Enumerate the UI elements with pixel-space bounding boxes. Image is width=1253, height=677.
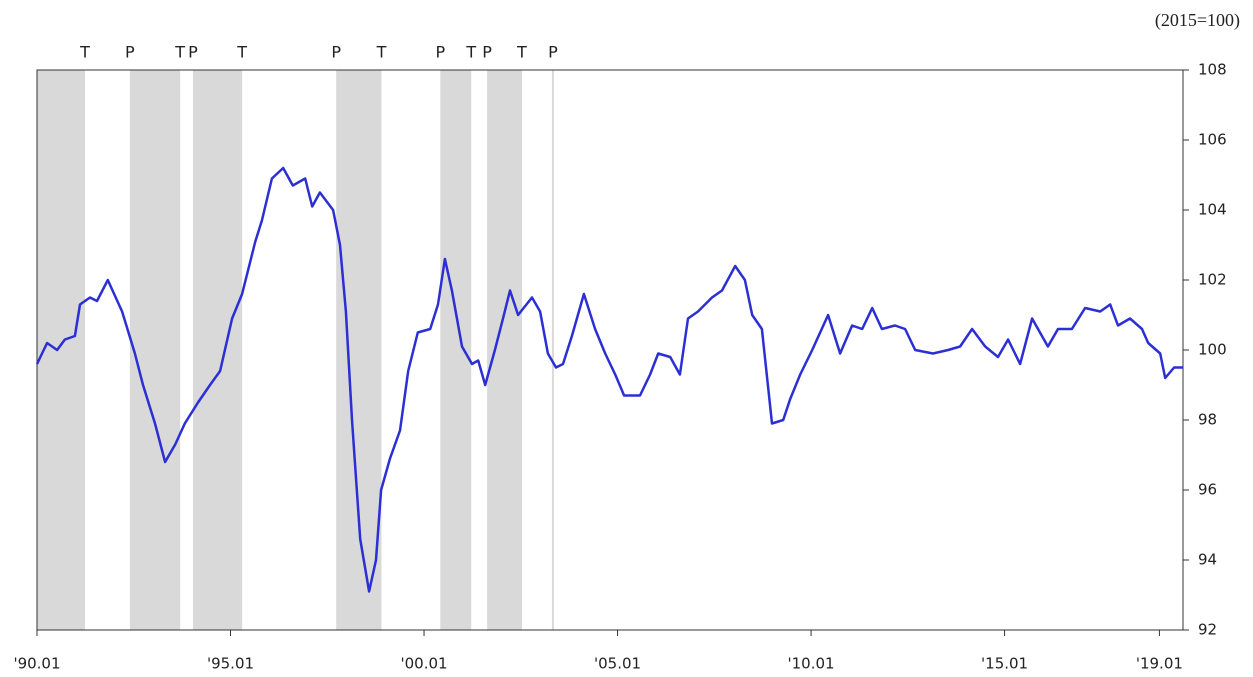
x-tick-label: '19.01 <box>1136 655 1183 673</box>
y-tick-label: 100 <box>1198 341 1227 359</box>
y-tick-label: 106 <box>1198 131 1227 149</box>
y-tick-label: 96 <box>1198 481 1217 499</box>
y-tick-label: 102 <box>1198 271 1227 289</box>
y-tick-label: 92 <box>1198 621 1217 639</box>
x-tick-label: '95.01 <box>207 655 254 673</box>
recession-band <box>487 70 522 630</box>
y-tick-label: 104 <box>1198 201 1227 219</box>
x-tick-label: '05.01 <box>594 655 641 673</box>
series-line <box>35 166 1183 593</box>
x-tick-label: '10.01 <box>788 655 835 673</box>
recession-band <box>336 70 382 630</box>
turning-point-label: T <box>174 43 185 62</box>
turning-point-label: P <box>125 43 135 62</box>
unit-label: (2015=100) <box>1155 10 1240 31</box>
turning-point-label: T <box>516 43 527 62</box>
y-tick-label: 98 <box>1198 411 1217 429</box>
turning-point-label: T <box>79 43 90 62</box>
x-tick-label: '90.01 <box>13 655 60 673</box>
turning-point-label: T <box>236 43 247 62</box>
recession-band <box>440 70 472 630</box>
turning-point-label: P <box>548 43 558 62</box>
turning-point-label: P <box>331 43 341 62</box>
turning-point-label: T <box>376 43 387 62</box>
y-tick-label: 108 <box>1198 61 1227 79</box>
turning-point-label: P <box>482 43 492 62</box>
turning-point-label: P <box>188 43 198 62</box>
recession-band <box>129 70 181 630</box>
turning-point-label: T <box>465 43 476 62</box>
recession-band <box>192 70 243 630</box>
x-tick-label: '15.01 <box>981 655 1028 673</box>
turning-point-label: P <box>435 43 445 62</box>
y-tick-label: 94 <box>1198 551 1217 569</box>
x-tick-label: '00.01 <box>400 655 447 673</box>
